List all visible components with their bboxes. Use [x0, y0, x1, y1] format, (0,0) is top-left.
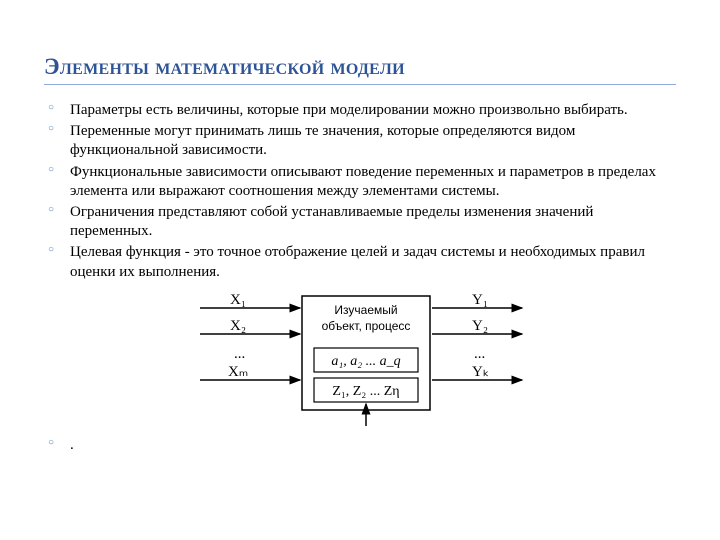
a-params-text: a₁, a₂ ... a_q	[331, 354, 400, 369]
svg-text:...: ...	[234, 346, 245, 362]
input-arrow-1: X₁	[200, 292, 300, 308]
input-dots: ...	[234, 346, 245, 362]
model-diagram: X₁ X₂ ... Xₘ Изучаемый объект, процесс a…	[190, 292, 530, 428]
box-label-line2: объект, процесс	[322, 319, 411, 333]
svg-text:X₁: X₁	[230, 292, 246, 308]
svg-text:Y₁: Y₁	[472, 292, 488, 308]
svg-text:Xₘ: Xₘ	[228, 364, 248, 380]
bullet-item: Ограничения представляют собой устанавли…	[44, 203, 676, 241]
output-dots: ...	[474, 346, 485, 362]
bullet-item: .	[44, 436, 676, 455]
diagram-container: X₁ X₂ ... Xₘ Изучаемый объект, процесс a…	[44, 292, 676, 428]
box-label-line1: Изучаемый	[334, 303, 397, 317]
svg-text:Yₖ: Yₖ	[472, 364, 489, 380]
output-arrow-1: Y₁	[432, 292, 522, 308]
output-arrow-k: Yₖ	[432, 364, 522, 380]
bullet-list: Параметры есть величины, которые при мод…	[44, 101, 676, 282]
svg-text:Y₂: Y₂	[472, 318, 488, 334]
svg-text:X₂: X₂	[230, 318, 246, 334]
z-params-text: Z₁, Z₂ ... Zη	[332, 384, 399, 399]
bullet-item: Параметры есть величины, которые при мод…	[44, 101, 676, 120]
input-arrow-m: Xₘ	[200, 364, 300, 380]
bullet-item: Функциональные зависимости описывают пов…	[44, 163, 676, 201]
input-arrow-2: X₂	[200, 318, 300, 334]
svg-text:...: ...	[474, 346, 485, 362]
bullet-item: Переменные могут принимать лишь те значе…	[44, 122, 676, 160]
output-arrow-2: Y₂	[432, 318, 522, 334]
trailing-list: .	[44, 436, 676, 455]
bullet-item: Целевая функция - это точное отображение…	[44, 243, 676, 281]
slide-title: Элементы математической модели	[44, 54, 676, 85]
